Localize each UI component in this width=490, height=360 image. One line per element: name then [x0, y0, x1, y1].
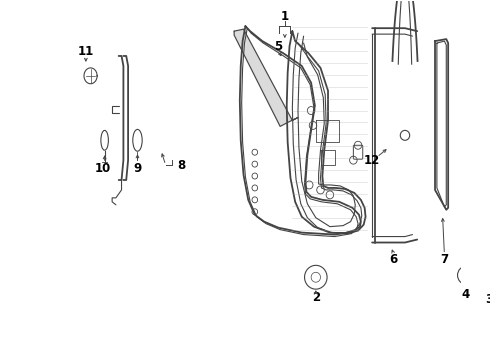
Text: 12: 12 [364, 154, 380, 167]
Text: 7: 7 [441, 253, 448, 266]
Text: 9: 9 [133, 162, 142, 175]
Text: 8: 8 [177, 159, 186, 172]
Text: 2: 2 [312, 291, 320, 303]
Text: 11: 11 [78, 45, 94, 58]
Text: 10: 10 [95, 162, 111, 175]
Text: 6: 6 [390, 253, 398, 266]
Polygon shape [234, 29, 298, 126]
Text: 5: 5 [274, 40, 282, 53]
Text: 3: 3 [486, 293, 490, 306]
Text: 4: 4 [462, 288, 470, 301]
Text: 1: 1 [281, 10, 289, 23]
